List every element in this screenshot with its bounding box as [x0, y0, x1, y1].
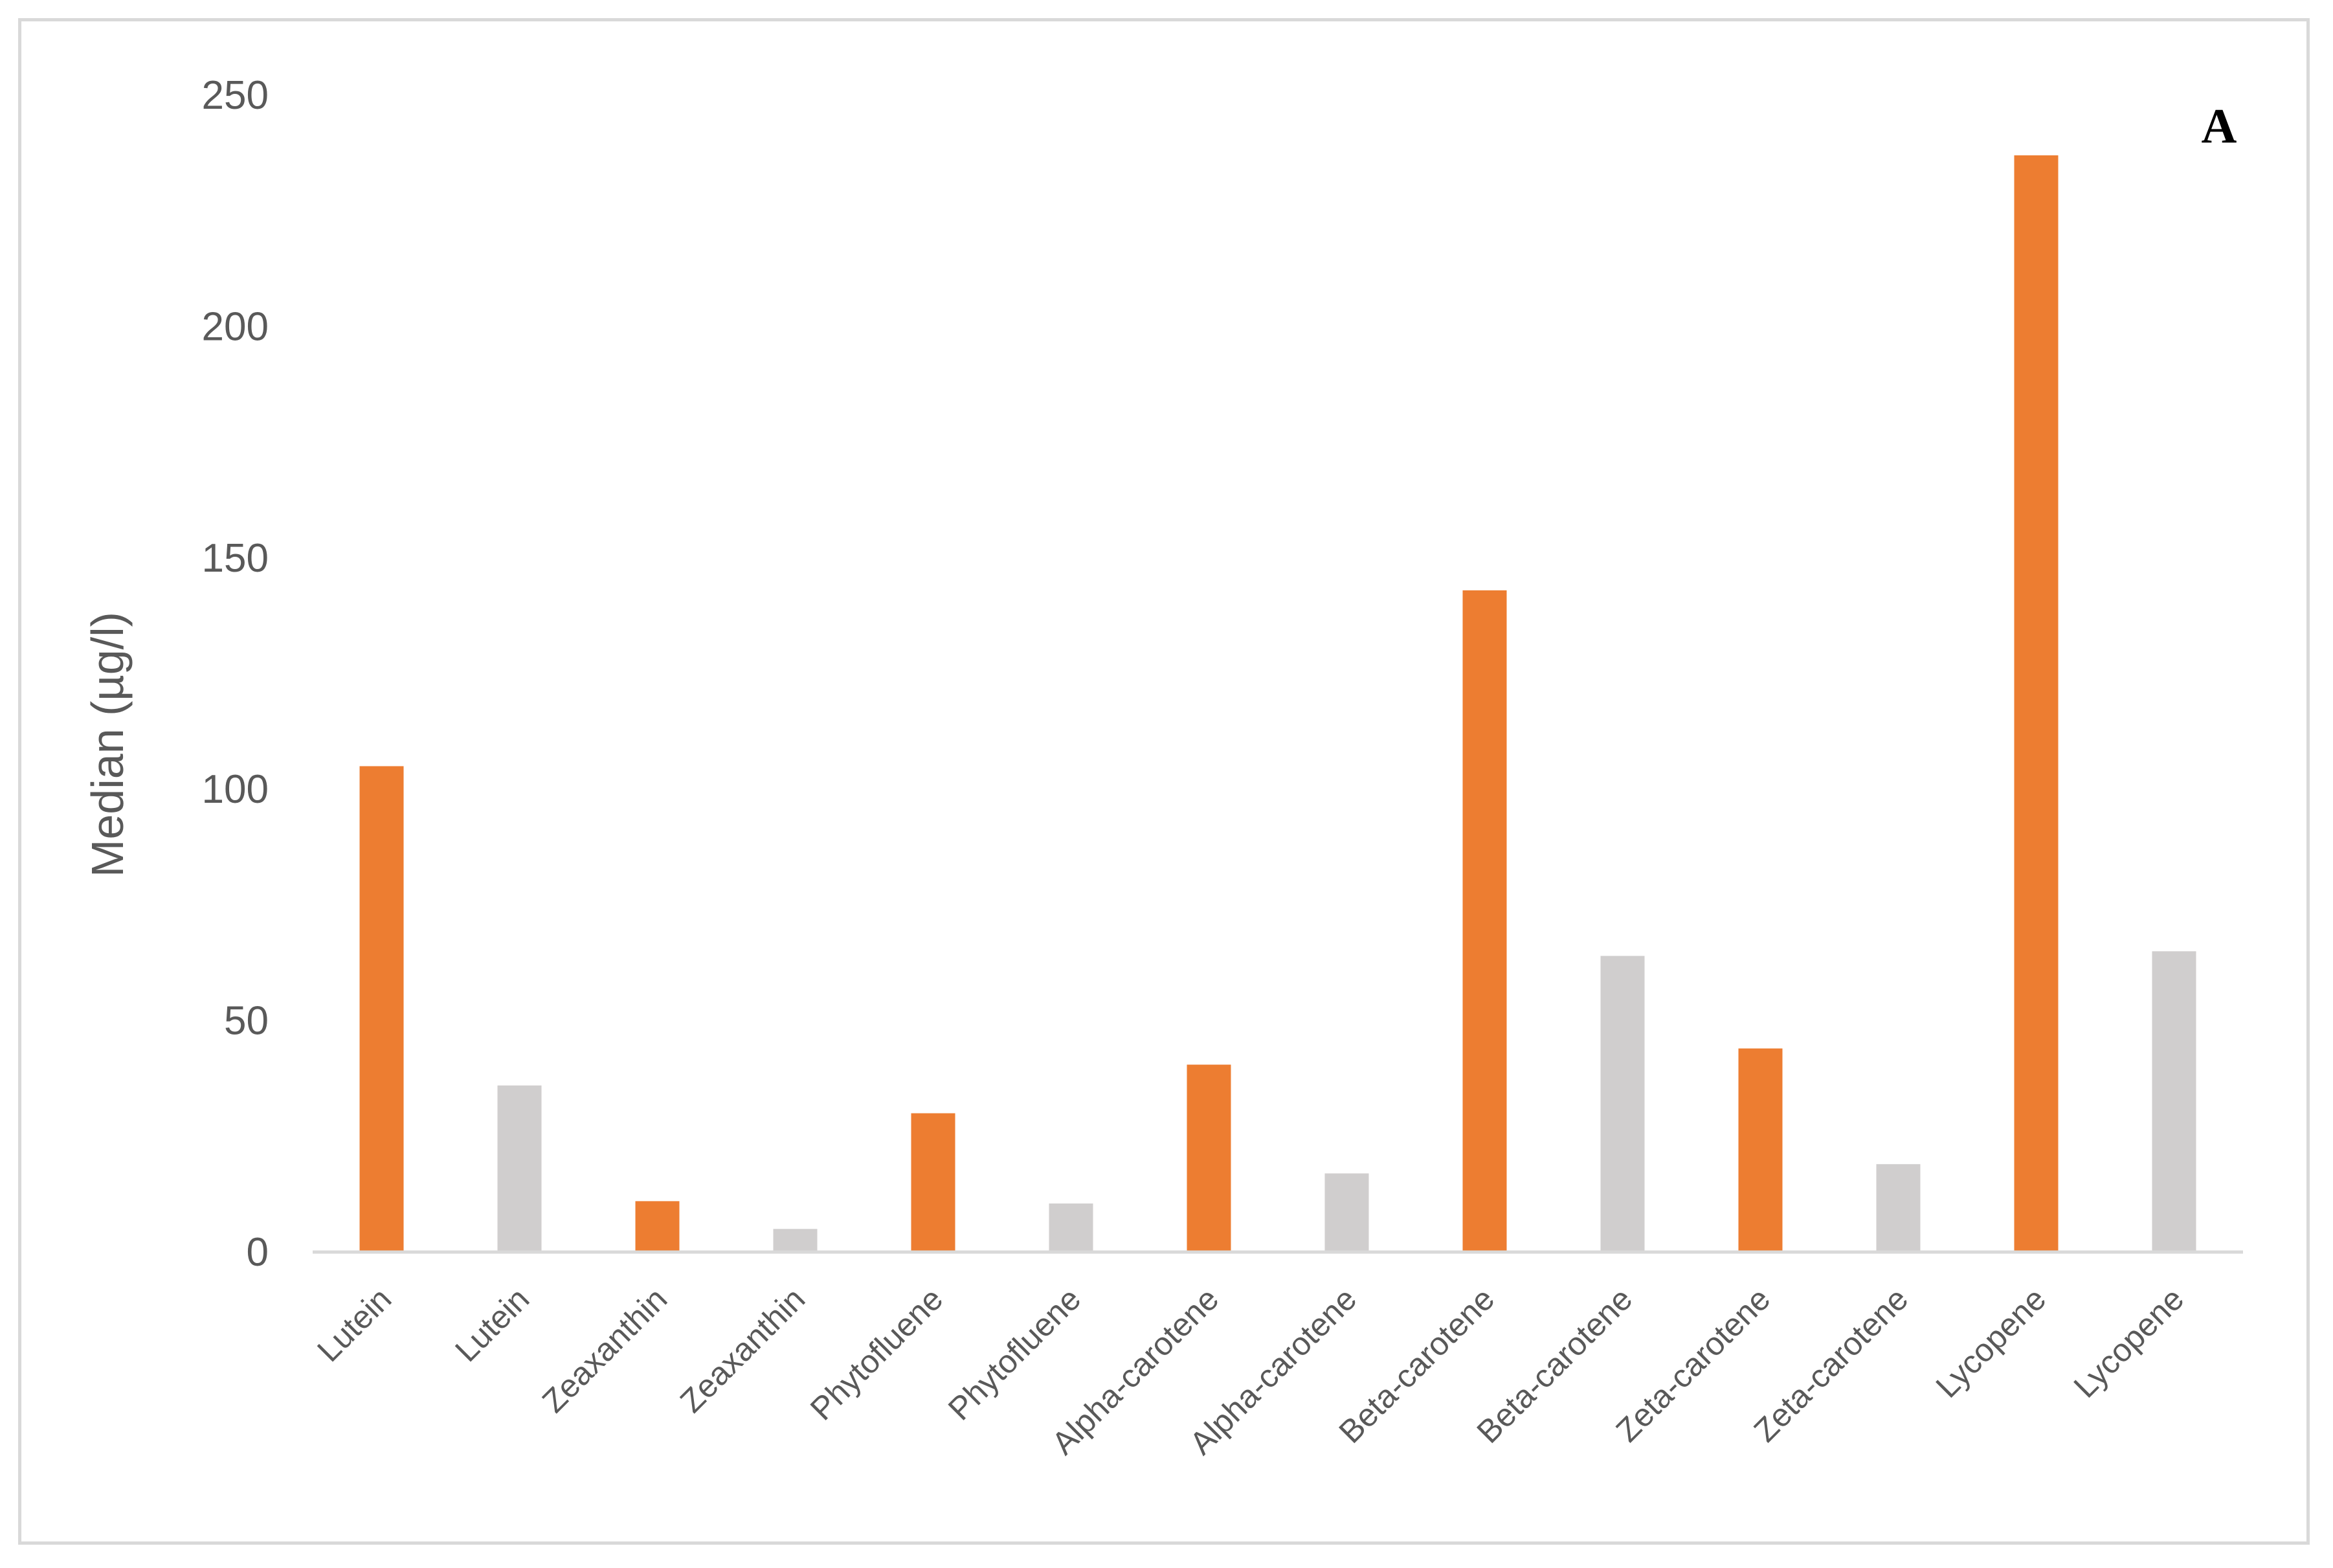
bar: [497, 1085, 542, 1252]
y-tick-label: 250: [202, 73, 269, 118]
y-tick-label: 50: [224, 999, 269, 1044]
x-tick-label: Phytofluene: [803, 1281, 950, 1427]
bar: [2014, 155, 2059, 1253]
bar: [2152, 951, 2196, 1252]
y-axis-tick-labels: 0 50 100 150 200 250: [202, 73, 269, 1275]
bar: [1462, 590, 1507, 1252]
bar: [1876, 1164, 1921, 1252]
x-tick-label: Zeaxanthin: [673, 1281, 812, 1420]
bar: [635, 1201, 680, 1252]
x-tick-label: Lutein: [448, 1281, 536, 1369]
y-tick-label: 100: [202, 767, 269, 812]
bar: [1324, 1173, 1369, 1252]
x-tick-label: Lutein: [310, 1281, 398, 1369]
x-tick-label: Phytofluene: [941, 1281, 1088, 1427]
panel-label: A: [2202, 99, 2237, 153]
bar: [359, 766, 404, 1252]
x-axis-category-labels: Lutein LuteinZeaxanthinZeaxanthinPhytoflu…: [310, 1281, 2191, 1461]
bar: [1049, 1203, 1093, 1252]
y-tick-label: 200: [202, 304, 269, 349]
bar: [773, 1229, 818, 1252]
x-tick-label: Zeaxanthin: [535, 1281, 675, 1420]
x-tick-label: Lycopene: [1929, 1281, 2053, 1405]
y-tick-label: 0: [247, 1230, 269, 1275]
y-tick-label: 150: [202, 536, 269, 581]
y-axis-title: Median (µg/l): [82, 612, 133, 877]
bar: [911, 1113, 955, 1252]
bar: [1600, 956, 1645, 1252]
bars: [359, 155, 2196, 1253]
bar: [1187, 1064, 1231, 1252]
x-tick-label: Lycopene: [2067, 1281, 2191, 1405]
bar: [1738, 1048, 1783, 1252]
